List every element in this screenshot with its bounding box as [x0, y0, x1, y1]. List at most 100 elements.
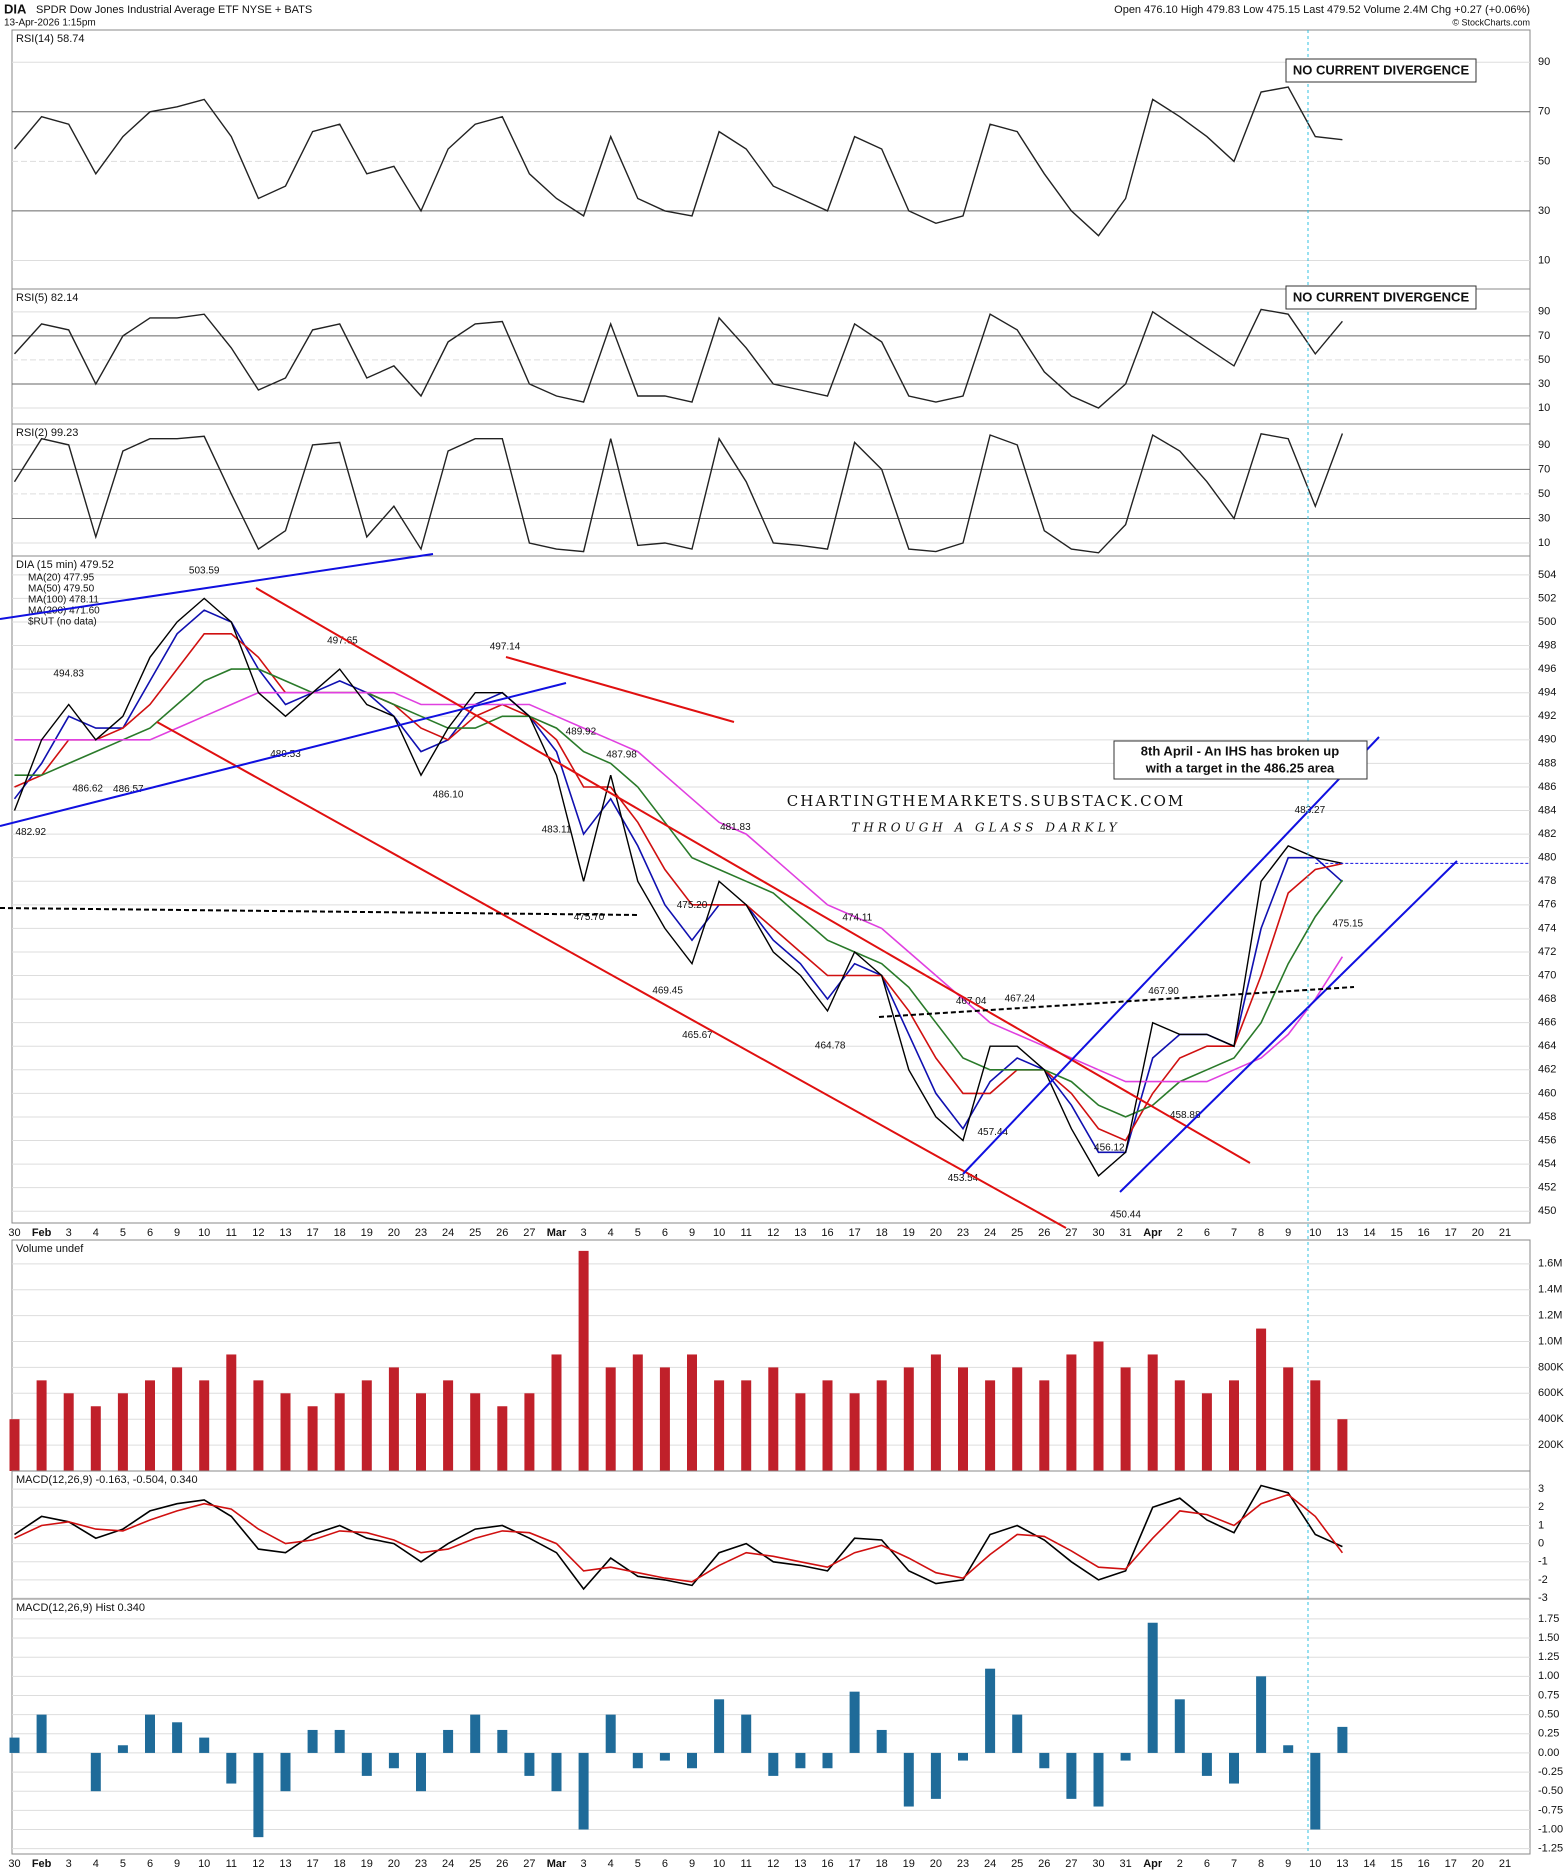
x-tick-label: 23: [415, 1227, 427, 1239]
x-tick-label: 8: [1258, 1858, 1264, 1870]
x-tick-label: 20: [930, 1858, 942, 1870]
bar: [524, 1752, 535, 1776]
y-tick-label: 1: [1538, 1519, 1544, 1531]
bar: [90, 1752, 101, 1792]
price-label: 467.90: [1148, 986, 1179, 997]
bar: [795, 1393, 806, 1471]
series-line: [14, 633, 1343, 1142]
price-label: 469.45: [652, 986, 683, 997]
trendlines: [0, 30, 1458, 1854]
bar: [659, 1752, 670, 1761]
x-tick-label: Apr: [1143, 1858, 1163, 1870]
note-box: [1285, 58, 1477, 83]
trendline: [0, 553, 434, 620]
bar: [741, 1714, 752, 1753]
y-tick-label: 454: [1538, 1158, 1556, 1170]
legend-entry: MA(100) 478.11: [28, 595, 99, 606]
x-tick-label: 17: [848, 1227, 860, 1239]
main-line: [13, 433, 1344, 554]
y-tick-label: 1.2M: [1538, 1310, 1562, 1322]
series-line: [14, 1484, 1343, 1591]
x-tick-label: 25: [1011, 1858, 1023, 1870]
bar: [768, 1367, 779, 1471]
x-tick-label: 11: [226, 1227, 237, 1239]
legend-entry: MA(200) 471.60: [28, 606, 100, 617]
x-tick-label: 15: [1390, 1858, 1402, 1870]
bar: [90, 1406, 101, 1471]
bar: [226, 1354, 237, 1471]
bar: [632, 1752, 643, 1769]
bar: [578, 1250, 589, 1471]
x-tick-label: 9: [174, 1858, 180, 1870]
x-tick-label: 30: [1092, 1858, 1104, 1870]
bar: [1012, 1367, 1023, 1471]
bar: [876, 1380, 887, 1471]
bar: [253, 1380, 264, 1471]
bar: [930, 1752, 941, 1799]
x-tick-label: 19: [903, 1858, 915, 1870]
y-tick-label: 498: [1538, 639, 1556, 651]
y-tick-label: 50: [1538, 155, 1550, 167]
bar: [687, 1752, 697, 1769]
x-tick-label: 17: [848, 1858, 860, 1870]
price-label: 465.67: [682, 1030, 713, 1041]
date: 13-Apr-2026 1:15pm: [4, 18, 96, 29]
security-name: SPDR Dow Jones Industrial Average ETF NY…: [36, 4, 312, 16]
x-tick-label: 3: [66, 1858, 72, 1870]
price-label: 475.15: [1333, 918, 1364, 929]
y-tick-label: 1.00: [1538, 1670, 1559, 1682]
price-label: 486.10: [433, 789, 464, 800]
series-line: [14, 668, 1344, 1118]
y-tick-label: 470: [1538, 969, 1556, 981]
bar: [443, 1380, 454, 1471]
x-tick-label: 5: [120, 1858, 126, 1870]
x-tick-label: 20: [1472, 1227, 1484, 1239]
bar: [605, 1714, 616, 1753]
bar: [117, 1745, 128, 1753]
price-label: 487.98: [606, 749, 637, 760]
ihs-note: with a target in the 486.25 area: [1145, 760, 1335, 775]
y-tick-label: 494: [1538, 687, 1556, 699]
bar: [1283, 1367, 1294, 1471]
bar: [714, 1380, 725, 1471]
y-tick-label: 10: [1538, 254, 1550, 266]
x-tick-label: 11: [740, 1858, 751, 1870]
bar: [795, 1752, 806, 1769]
bar: [1120, 1367, 1131, 1471]
series-line: [14, 1493, 1344, 1583]
bar: [1120, 1752, 1131, 1761]
y-tick-label: 502: [1538, 592, 1556, 604]
x-tick-label: 6: [147, 1227, 153, 1239]
y-tick-label: 50: [1538, 488, 1550, 500]
x-tick-label: 11: [226, 1858, 237, 1870]
y-tick-label: 462: [1538, 1064, 1556, 1076]
x-tick-label: 18: [876, 1227, 888, 1239]
price-label: 450.44: [1110, 1210, 1141, 1221]
y-tick-label: -0.50: [1538, 1785, 1563, 1797]
x-tick-label: 21: [1499, 1858, 1511, 1870]
copyright: © StockCharts.com: [1452, 17, 1530, 27]
watermark: CHARTINGTHEMARKETS.SUBSTACK.COM: [787, 792, 1185, 810]
ihs-note: 8th April - An IHS has broken up: [1141, 743, 1339, 758]
bar: [822, 1752, 833, 1769]
panel-title: RSI(5) 82.14: [16, 292, 78, 304]
series-line: [13, 609, 1343, 1154]
x-tick-label: 5: [635, 1858, 641, 1870]
x-tick-label: 12: [767, 1227, 779, 1239]
x-tick-label: 17: [306, 1227, 318, 1239]
y-tick-label: 600K: [1538, 1387, 1564, 1399]
bar: [1229, 1752, 1239, 1784]
x-tick-label: 25: [1011, 1227, 1023, 1239]
bar: [117, 1393, 128, 1471]
panel-title: RSI(14) 58.74: [16, 33, 84, 45]
y-tick-label: -0.25: [1538, 1766, 1563, 1778]
bar: [388, 1752, 399, 1769]
bar: [822, 1380, 833, 1471]
y-tick-label: 30: [1538, 205, 1550, 217]
y-tick-label: 70: [1538, 330, 1550, 342]
bar: [145, 1380, 155, 1471]
bar: [1066, 1752, 1077, 1799]
price-label: 489.92: [566, 726, 597, 737]
y-tick-label: 1.25: [1538, 1651, 1559, 1663]
bar: [1039, 1752, 1050, 1769]
